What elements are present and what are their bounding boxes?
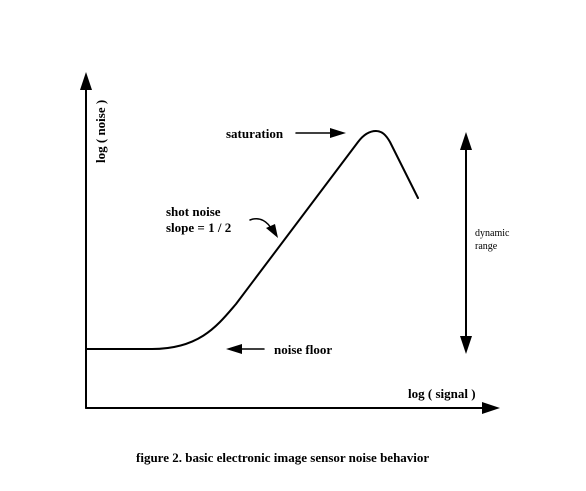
dynamic-range-label: dynamic	[475, 228, 510, 239]
noise-curve	[85, 130, 419, 350]
y-axis-label: log ( noise )	[93, 100, 108, 163]
y-axis	[80, 72, 92, 409]
x-axis-label: log ( signal )	[408, 386, 476, 401]
figure-caption: figure 2. basic electronic image sensor …	[136, 450, 429, 465]
shot-noise-label: shot noise	[166, 204, 221, 219]
dynamic-range-arrow	[460, 132, 472, 354]
noise-floor-label: noise floor	[274, 342, 332, 357]
x-axis	[85, 402, 500, 414]
saturation-label: saturation	[226, 126, 284, 141]
noise-floor-arrow	[226, 344, 265, 354]
shot-noise-arrow	[249, 218, 278, 238]
shot-noise-slope-label: slope = 1 / 2	[166, 220, 231, 235]
saturation-arrow	[295, 128, 346, 138]
dynamic-range-label-2: range	[475, 241, 498, 252]
